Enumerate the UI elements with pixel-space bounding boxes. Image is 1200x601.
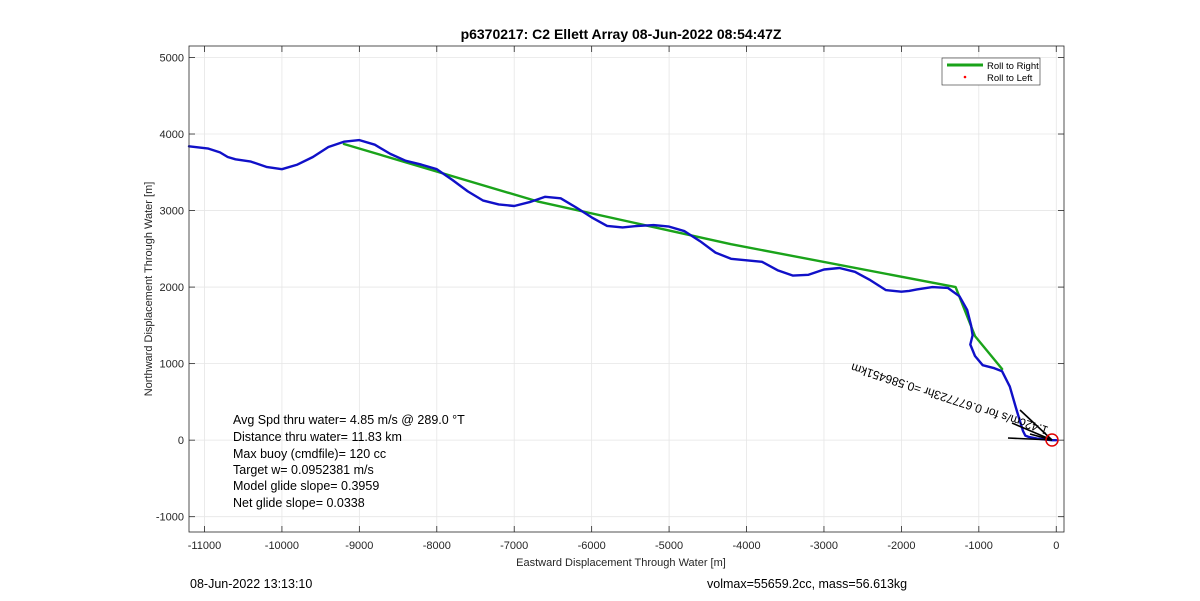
current-arrow-head-a [1019, 409, 1053, 441]
stat-avg-speed: Avg Spd thru water= 4.85 m/s @ 289.0 °T [233, 413, 465, 427]
chart-title: p6370217: C2 Ellett Array 08-Jun-2022 08… [461, 26, 782, 42]
x-tick-label: -6000 [578, 540, 606, 552]
y-tick-label: 0 [178, 435, 184, 447]
x-tick-label: -3000 [810, 540, 838, 552]
x-tick-label: -1000 [965, 540, 993, 552]
current-arrow-head-c [1029, 433, 1053, 441]
y-tick-label: 1000 [160, 359, 184, 371]
series-track-line [187, 138, 1058, 442]
y-tick-label: 3000 [160, 206, 184, 218]
y-tick-label: 4000 [160, 129, 184, 141]
stat-model-glide: Model glide slope= 0.3959 [233, 479, 379, 493]
x-tick-label: 0 [1053, 540, 1059, 552]
y-tick-label: -1000 [156, 512, 184, 524]
x-tick-label: -11000 [188, 540, 221, 552]
legend-swatch-roll-left [963, 75, 967, 79]
stat-target-w: Target w= 0.0952381 m/s [233, 463, 374, 477]
x-tick-label: -8000 [423, 540, 451, 552]
y-tick-label: 2000 [160, 282, 184, 294]
current-arrow-shaft [1007, 437, 1053, 441]
current-arrow [1007, 409, 1053, 441]
stat-net-glide: Net glide slope= 0.0338 [233, 496, 365, 510]
legend-box [941, 57, 1041, 86]
legend-label-roll-left: Roll to Left [987, 73, 1033, 84]
y-tick-label: 5000 [160, 52, 184, 64]
plot-frame [188, 45, 1065, 533]
legend-label-roll-right: Roll to Right [987, 61, 1039, 72]
origin-marker [1045, 433, 1059, 447]
series-roll-right-line [342, 142, 1004, 371]
footer-timestamp: 08-Jun-2022 13:13:10 [190, 577, 312, 591]
x-tick-label: -2000 [887, 540, 915, 552]
x-tick-label: -5000 [655, 540, 683, 552]
x-tick-label: -4000 [732, 540, 760, 552]
current-arrow-head-b [1011, 422, 1053, 441]
ticks: -11000 -10000 -9000 -8000 -7000 -6000 -5000 -40… [156, 46, 1064, 552]
grid [189, 46, 1064, 532]
x-tick-label: -7000 [500, 540, 528, 552]
x-tick-label: -10000 [265, 540, 299, 552]
footer-info: volmax=55659.2cc, mass=56.613kg [707, 577, 907, 591]
series-layer [187, 138, 1058, 442]
stats-block: Avg Spd thru water= 4.85 m/s @ 289.0 °T … [233, 413, 465, 510]
stat-max-buoy: Max buoy (cmdfile)= 120 cc [233, 447, 386, 461]
legend: Roll to Right Roll to Left [941, 57, 1041, 86]
stat-distance: Distance thru water= 11.83 km [233, 430, 402, 444]
x-tick-label: -9000 [345, 540, 373, 552]
y-axis-label: Northward Displacement Through Water [m] [143, 182, 155, 397]
x-axis-label: Eastward Displacement Through Water [m] [516, 557, 726, 569]
